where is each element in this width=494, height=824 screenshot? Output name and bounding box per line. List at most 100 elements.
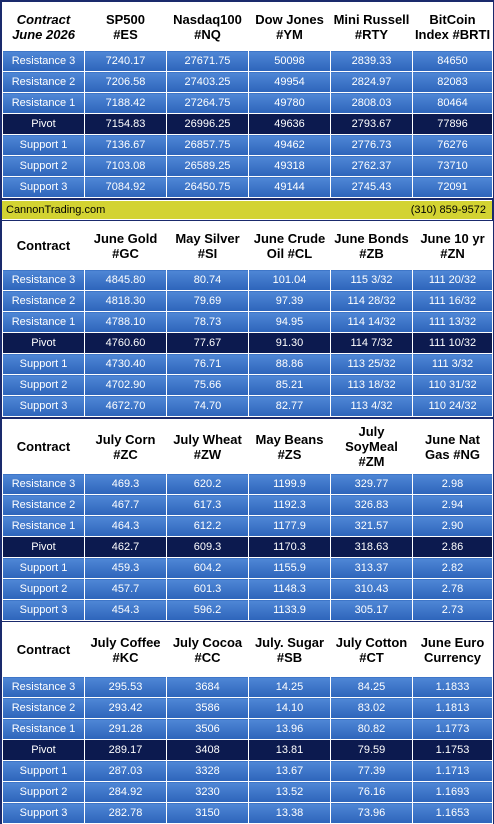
level-value: 1192.3 [248,494,331,516]
level-value: 111 20/32 [412,269,493,291]
level-value: 13.38 [248,802,331,824]
level-value: 73.96 [330,802,413,824]
table-row: Support 3 7084.92 26450.75 49144 2745.43 7209… [2,176,493,198]
column-header: June Crude Oil #CL [248,221,331,270]
column-header-line: June Bonds [334,230,409,246]
column-header-line: #ZB [359,245,384,261]
column-header-line: SoyMeal [345,439,398,454]
column-header: July Coffee #KC [84,622,167,677]
table-header-row: Contract June 2026 SP500 #ES Nasdaq100 #NQ Dow… [2,2,493,51]
level-value: 101.04 [248,269,331,291]
level-value: 7136.67 [84,134,167,156]
row-label: Resistance 2 [2,290,85,312]
column-header-line: July Cocoa [172,634,243,650]
level-value: 604.2 [166,557,249,579]
level-value: 7206.58 [84,71,167,93]
level-value: 78.73 [166,311,249,333]
row-label: Resistance 1 [2,92,85,114]
column-header-line: #RTY [354,26,389,42]
level-value: 84.25 [330,676,413,698]
level-value: 2.78 [412,578,493,600]
table-row: Support 3 454.3 596.2 1133.9 305.17 2.73 [2,599,493,621]
level-value: 2.94 [412,494,493,516]
level-value: 1177.9 [248,515,331,537]
row-label: Support 2 [2,155,85,177]
level-value: 14.25 [248,676,331,698]
level-value: 459.3 [84,557,167,579]
pivot-row: Pivot 462.7 609.3 1170.3 318.63 2.86 [2,536,493,558]
column-header-line: July. Sugar [254,634,325,650]
column-header-line: July Cotton [335,634,408,650]
level-value: 114 14/32 [330,311,413,333]
level-value: 2.82 [412,557,493,579]
level-value: 74.70 [166,395,249,417]
level-value: 113 4/32 [330,395,413,417]
level-value: 1.1653 [412,802,493,824]
level-value: 110 24/32 [412,395,493,417]
level-value: 14.10 [248,697,331,719]
level-value: 84650 [412,50,493,72]
pivot-row: Pivot 4760.60 77.67 91.30 114 7/32 111 10/32 [2,332,493,354]
level-value: 91.30 [248,332,331,354]
level-value: 3586 [166,697,249,719]
table-header-row: Contract July Corn #ZC July Wheat #ZW May Bea… [2,419,493,474]
table-header-row: Contract June Gold #GC May Silver #SI June Cr… [2,221,493,270]
level-value: 111 3/32 [412,353,493,375]
level-value: 111 13/32 [412,311,493,333]
contract-header: Contract [2,419,85,474]
level-value: 4788.10 [84,311,167,333]
column-header-line: #CT [359,649,384,665]
level-value: 2793.67 [330,113,413,135]
table-row: Support 2 7103.08 26589.25 49318 2762.37 7371… [2,155,493,177]
table-row: Resistance 2 4818.30 79.69 97.39 114 28/32 11… [2,290,493,312]
column-header-line: July Corn [95,431,156,447]
level-value: 113 25/32 [330,353,413,375]
table-row: Resistance 1 291.28 3506 13.96 80.82 1.1773 [2,718,493,740]
table-row: Support 2 4702.90 75.66 85.21 113 18/32 110 3… [2,374,493,396]
column-header-line: May Silver [175,230,240,246]
column-header-line: Currency [423,649,482,665]
level-value: 1170.3 [248,536,331,558]
level-value: 27264.75 [166,92,249,114]
level-value: 4845.80 [84,269,167,291]
column-header: July Corn #ZC [84,419,167,474]
level-value: 2.98 [412,473,493,495]
level-value: 75.66 [166,374,249,396]
column-header-line: BitCoin [429,11,476,27]
table-row: Support 1 7136.67 26857.75 49462 2776.73 7627… [2,134,493,156]
table-row: Resistance 2 467.7 617.3 1192.3 326.83 2.94 [2,494,493,516]
table-row: Resistance 3 4845.80 80.74 101.04 115 3/32 11… [2,269,493,291]
level-value: 2762.37 [330,155,413,177]
level-value: 3150 [166,802,249,824]
column-header-line: June Gold [93,230,158,246]
row-label: Resistance 3 [2,676,85,698]
table-row: Resistance 2 7206.58 27403.25 49954 2824.97 8… [2,71,493,93]
level-value: 13.67 [248,760,331,782]
level-value: 321.57 [330,515,413,537]
level-value: 7188.42 [84,92,167,114]
row-label: Resistance 3 [2,473,85,495]
table-row: Support 1 4730.40 76.71 88.86 113 25/32 111 3… [2,353,493,375]
column-header-line: Mini Russell [333,11,410,27]
level-value: 617.3 [166,494,249,516]
row-label: Support 1 [2,557,85,579]
level-value: 111 16/32 [412,290,493,312]
level-value: 289.17 [84,739,167,761]
contract-header-line: Contract [16,238,71,253]
column-header-line: Nasdaq100 [173,11,242,27]
level-value: 2.90 [412,515,493,537]
column-header: Nasdaq100 #NQ [166,2,249,51]
row-label: Resistance 3 [2,50,85,72]
column-header-line: June 10 yr [420,230,485,246]
level-value: 114 28/32 [330,290,413,312]
level-value: 2776.73 [330,134,413,156]
level-value: 77896 [412,113,493,135]
column-header-line: Oil #CL [266,245,313,261]
level-value: 77.39 [330,760,413,782]
column-header-line: Gas #NG [425,446,480,462]
row-label: Pivot [2,332,85,354]
table-row: Support 1 287.03 3328 13.67 77.39 1.1713 [2,760,493,782]
level-value: 49318 [248,155,331,177]
level-value: 26996.25 [166,113,249,135]
row-label: Support 2 [2,781,85,803]
